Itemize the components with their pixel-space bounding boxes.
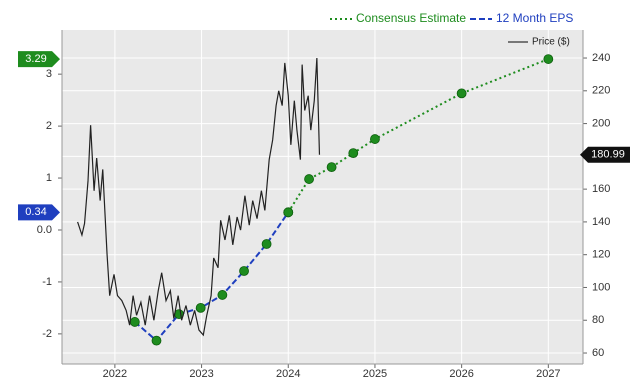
y-tick-label: 2 (46, 120, 52, 132)
value-flag (18, 51, 60, 68)
y-tick-label: -1 (42, 276, 52, 288)
y2-tick-label: 80 (592, 314, 604, 326)
y2-tick-label: 140 (592, 216, 610, 228)
legend-label: 12 Month EPS (496, 11, 573, 25)
legend-label: Consensus Estimate (356, 11, 466, 25)
value-flag (18, 204, 60, 221)
x-tick-label: 2026 (449, 368, 473, 380)
legend-label: Price ($) (532, 37, 570, 48)
series-line (134, 211, 290, 343)
data-point (217, 290, 228, 300)
y2-tick-label: 60 (592, 347, 604, 359)
x-tick-label: 2022 (103, 368, 127, 380)
y2-tick-label: 160 (592, 183, 610, 195)
y2-tick-label: 200 (592, 117, 610, 129)
data-point (239, 266, 249, 276)
x-tick-label: 2023 (189, 368, 213, 380)
x-tick-label: 2027 (536, 368, 560, 380)
data-point (348, 148, 359, 159)
data-point (195, 303, 206, 313)
value-flag-label: 0.34 (25, 206, 46, 218)
data-point (543, 54, 554, 64)
y2-tick-label: 100 (592, 281, 610, 293)
y-tick-label: 0.0 (37, 224, 52, 236)
data-point (261, 239, 272, 249)
data-point (151, 335, 162, 346)
data-point (283, 207, 294, 218)
series-line (77, 57, 321, 337)
plot-background (62, 30, 583, 364)
y-tick-label: 1 (46, 172, 52, 184)
data-point (370, 134, 380, 144)
value-flag (580, 146, 630, 163)
data-point (326, 162, 337, 173)
y2-tick-label: 120 (592, 249, 610, 261)
y-tick-label: 3 (46, 68, 52, 80)
x-tick-label: 2025 (363, 368, 387, 380)
x-tick-label: 2024 (276, 368, 300, 380)
data-point (129, 317, 140, 327)
y2-tick-label: 220 (592, 85, 610, 97)
value-flag-label: 3.29 (25, 53, 46, 65)
y-tick-label: -2 (42, 328, 52, 340)
data-point (456, 88, 467, 99)
data-point (304, 174, 314, 184)
value-flag-label: 180.99 (591, 149, 625, 161)
y2-tick-label: 240 (592, 52, 610, 64)
